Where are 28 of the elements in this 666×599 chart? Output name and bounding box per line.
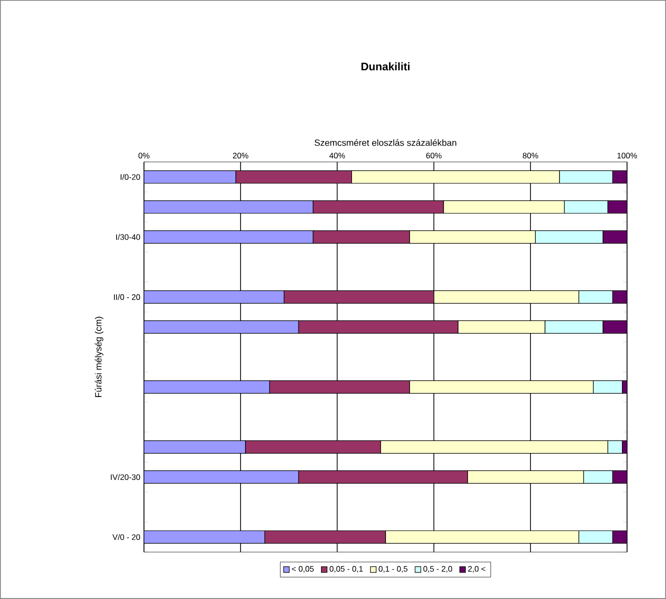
legend-label: < 0,05 <box>292 566 314 573</box>
x-tick-label: 60% <box>426 152 442 158</box>
x-tick-label: 40% <box>329 152 345 158</box>
x-tick-label: 0% <box>138 152 150 158</box>
bar <box>144 380 270 394</box>
x-axis-title: Szemcsméret eloszlás százalékban <box>314 139 456 146</box>
x-tick-label: 20% <box>232 152 248 158</box>
bar <box>144 290 284 304</box>
legend-label: 2,0 < <box>468 566 486 573</box>
x-tick-label: 80% <box>522 152 538 158</box>
y-tick-label: IV/20-30 <box>110 474 140 480</box>
y-tick-label: I/0-20 <box>120 174 140 180</box>
bar <box>144 170 236 184</box>
y-tick-label: I/30-40 <box>116 234 140 240</box>
legend-label: 0,05 - 0,1 <box>330 566 363 573</box>
chart-title: Dunakiliti <box>362 62 410 70</box>
bar <box>144 440 246 454</box>
y-axis-title: Fúrási mélység (cm) <box>94 316 104 398</box>
legend-label: 0,1 - 0,5 <box>378 566 408 573</box>
bar <box>144 530 266 544</box>
y-tick-label: V/0 - 20 <box>112 534 140 540</box>
x-tick-label: 100% <box>617 152 638 158</box>
bar <box>144 230 314 244</box>
y-tick-label: II/0 - 20 <box>114 294 140 300</box>
legend-label: 0,5 - 2,0 <box>423 566 452 573</box>
bar <box>144 200 314 214</box>
bar <box>144 470 299 484</box>
bar <box>144 320 299 334</box>
